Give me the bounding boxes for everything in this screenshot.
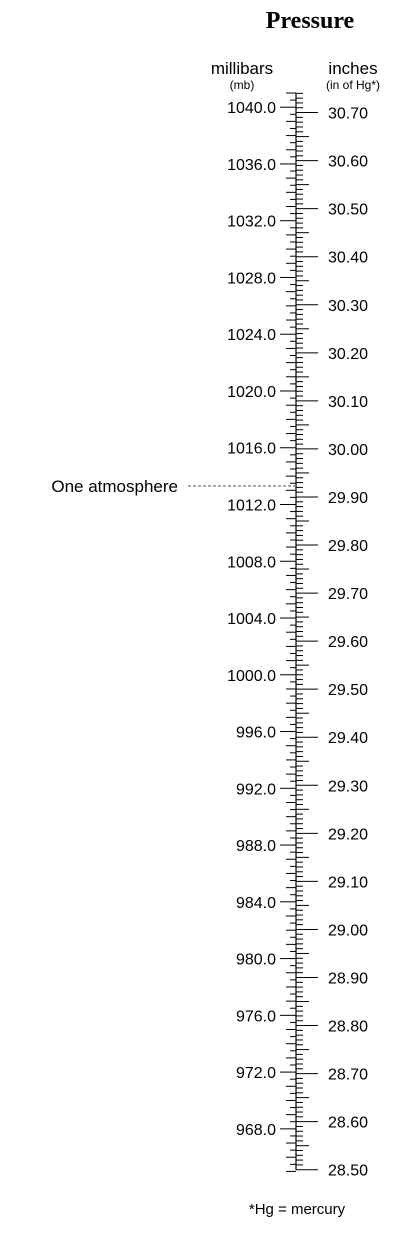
millibars-tick-label: 1020.0 <box>227 384 276 401</box>
inches-tick-label: 29.30 <box>328 778 368 795</box>
millibars-unit-label: millibars <box>211 59 273 78</box>
millibars-tick-label: 972.0 <box>236 1065 276 1082</box>
millibars-tick-label: 1024.0 <box>227 327 276 344</box>
millibars-tick-labels: 1040.0 1036.0 1032.0 1028.0 1024.0 1020.0 1016… <box>227 100 276 1139</box>
millibars-tick-label: 984.0 <box>236 895 276 912</box>
inches-tick-label: 29.00 <box>328 922 368 939</box>
millibars-ticks <box>280 92 296 1172</box>
inches-tick-label: 29.80 <box>328 538 368 555</box>
inches-tick-label: 30.70 <box>328 106 368 123</box>
inches-tick-label: 28.70 <box>328 1067 368 1084</box>
millibars-tick-label: 992.0 <box>236 781 276 798</box>
millibars-tick-label: 996.0 <box>236 725 276 742</box>
inches-tick-label: 29.70 <box>328 586 368 603</box>
millibars-tick-label: 1004.0 <box>227 611 276 628</box>
millibars-tick-label: 980.0 <box>236 952 276 969</box>
millibars-tick-label: 1032.0 <box>227 214 276 231</box>
inches-tick-label: 30.40 <box>328 250 368 267</box>
inches-tick-label: 30.20 <box>328 346 368 363</box>
millibars-tick-label: 988.0 <box>236 838 276 855</box>
inches-tick-label: 30.50 <box>328 202 368 219</box>
inches-tick-label: 28.60 <box>328 1115 368 1132</box>
inches-tick-label: 29.60 <box>328 634 368 651</box>
one-atmosphere-label: One atmosphere <box>51 477 178 496</box>
millibars-tick-label: 1040.0 <box>227 100 276 117</box>
inches-tick-label: 30.30 <box>328 298 368 315</box>
millibars-tick-label: 1012.0 <box>227 498 276 515</box>
inches-unit-sublabel: (in of Hg*) <box>326 78 380 92</box>
millibars-tick-label: 976.0 <box>236 1008 276 1025</box>
inches-tick-label: 30.00 <box>328 442 368 459</box>
millibars-tick-label: 1008.0 <box>227 554 276 571</box>
inches-tick-labels: 30.70 30.60 30.50 30.40 30.30 30.20 30.10 30.00… <box>328 106 368 1180</box>
millibars-tick-label: 1036.0 <box>227 157 276 174</box>
inches-tick-label: 28.50 <box>328 1163 368 1180</box>
inches-tick-label: 28.80 <box>328 1019 368 1036</box>
inches-tick-label: 29.90 <box>328 490 368 507</box>
millibars-tick-label: 1028.0 <box>227 270 276 287</box>
figure-title: Pressure <box>266 8 355 34</box>
inches-tick-label: 28.90 <box>328 970 368 987</box>
inches-ticks <box>296 92 318 1171</box>
inches-tick-label: 29.50 <box>328 682 368 699</box>
footnote: *Hg = mercury <box>249 1201 346 1218</box>
inches-tick-label: 30.60 <box>328 154 368 171</box>
inches-tick-label: 29.10 <box>328 874 368 891</box>
millibars-tick-label: 1000.0 <box>227 668 276 685</box>
inches-tick-label: 29.40 <box>328 730 368 747</box>
millibars-tick-label: 1016.0 <box>227 441 276 458</box>
inches-tick-label: 29.20 <box>328 826 368 843</box>
millibars-unit-sublabel: (mb) <box>230 78 255 92</box>
inches-tick-label: 30.10 <box>328 394 368 411</box>
inches-unit-label: inches <box>328 59 377 78</box>
millibars-tick-label: 968.0 <box>236 1122 276 1139</box>
